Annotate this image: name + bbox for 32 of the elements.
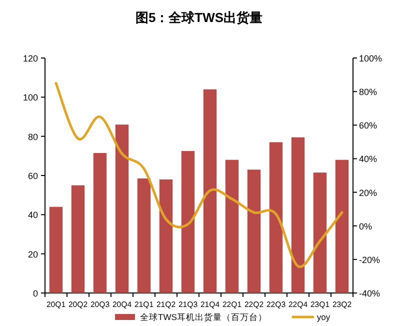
y2-tick-label: 60% (359, 120, 378, 131)
y-tick-label: 120 (22, 54, 38, 64)
bar (203, 89, 217, 293)
y-tick-label: 20 (28, 249, 38, 260)
title: 图5：全球TWS出货量 (135, 10, 263, 25)
y-tick-label: 100 (22, 92, 38, 103)
y2-tick-label: 40% (359, 154, 378, 164)
bar (291, 137, 305, 293)
bar (71, 185, 85, 293)
y-tick-label: 80 (28, 132, 38, 142)
bar (181, 151, 195, 293)
bar (225, 160, 239, 293)
bar (49, 206, 63, 293)
bar (269, 142, 283, 293)
y-tick-label: 0 (32, 288, 38, 298)
legend-label: 全球TWS耳机出货量（百万台） (140, 312, 267, 322)
bar (115, 124, 129, 293)
y2-tick-label: 100% (359, 54, 382, 64)
y-tick-label: 40 (28, 210, 38, 220)
y2-tick-label: -40% (359, 288, 380, 298)
legend-label: yoy (316, 312, 331, 322)
y2-tick-label: -20% (359, 254, 380, 265)
bar (137, 178, 151, 293)
bar (313, 172, 327, 293)
y2-tick-label: 0% (359, 221, 372, 232)
bar (247, 170, 261, 293)
bar (93, 152, 107, 293)
y2-tick-label: 20% (359, 188, 378, 198)
y-tick-label: 60 (28, 171, 38, 181)
bar (159, 179, 173, 293)
bar (335, 160, 349, 293)
y2-tick-label: 80% (359, 87, 378, 98)
